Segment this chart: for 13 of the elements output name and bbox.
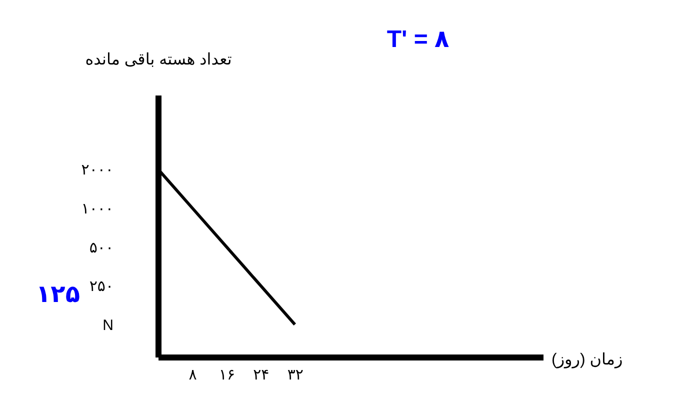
x-tick-label: ۸ bbox=[188, 366, 197, 384]
y-tick-label: ۵۰۰ bbox=[89, 239, 114, 256]
y-tick-label: ۲۰۰۰ bbox=[81, 162, 114, 179]
x-tick-label: ۳۲ bbox=[287, 366, 304, 384]
y-tick-label: ۲۵۰ bbox=[89, 278, 114, 296]
x-tick-label: ۲۴ bbox=[253, 366, 270, 384]
text: T' = ۸ bbox=[386, 26, 450, 53]
text: ۱۲۵ bbox=[36, 281, 80, 308]
y-tick-label: ۱۰۰۰ bbox=[81, 200, 114, 218]
y-tick-label: N bbox=[102, 317, 114, 334]
y-axis-title: تعداد هسته باقی مانده bbox=[85, 52, 232, 68]
x-tick-label: ۱۶ bbox=[218, 366, 236, 384]
x-axis-title: زمان (روز) bbox=[552, 352, 623, 368]
